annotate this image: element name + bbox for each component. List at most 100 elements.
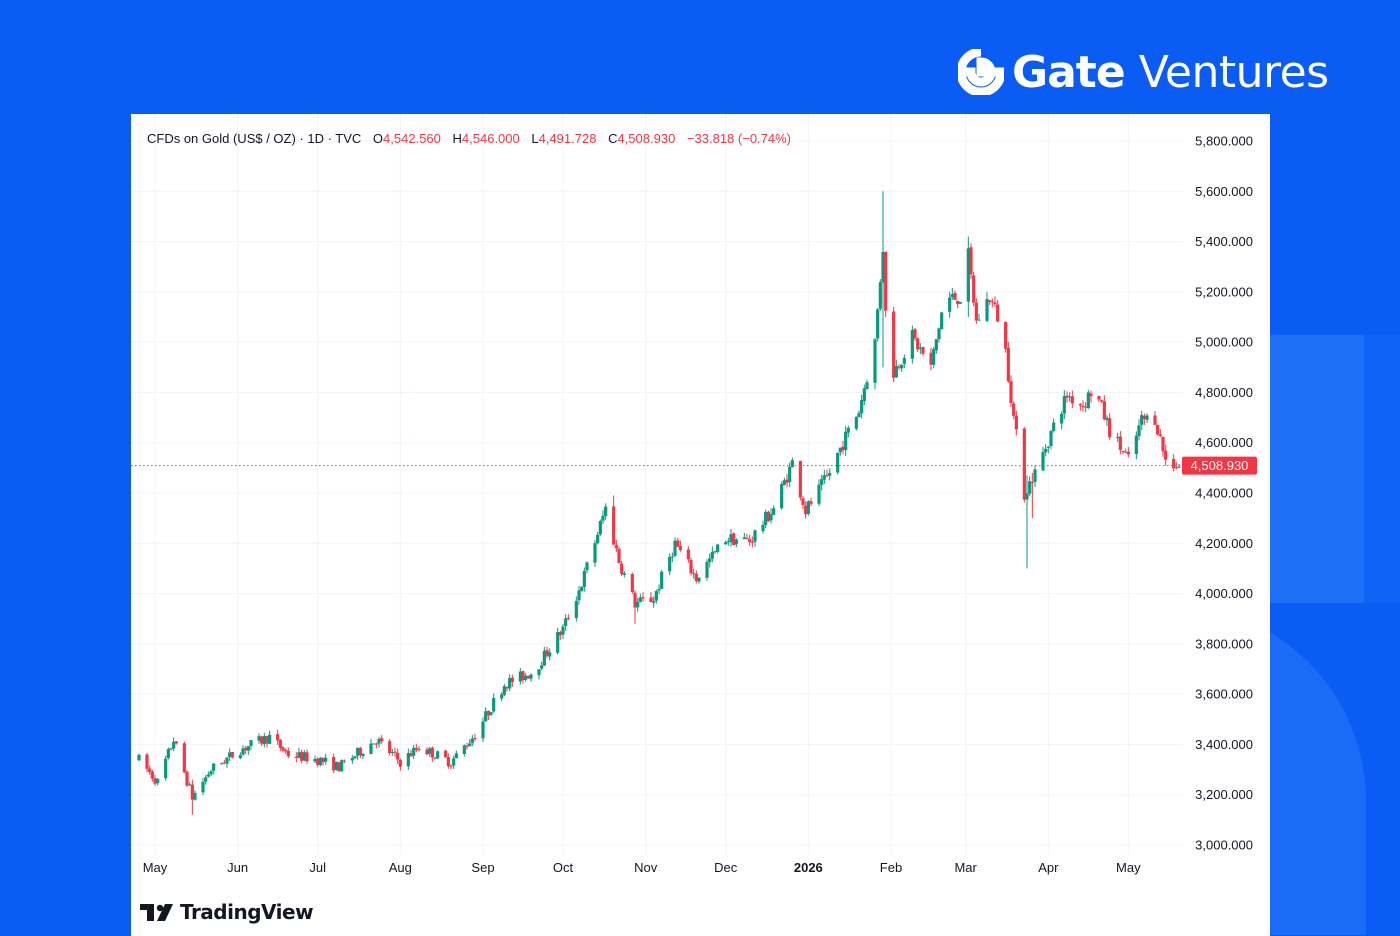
candle-up bbox=[268, 730, 272, 745]
candle-body bbox=[614, 544, 618, 549]
candle-body bbox=[790, 460, 794, 468]
candle-body bbox=[660, 571, 664, 589]
candle-body bbox=[729, 534, 733, 543]
candle-body bbox=[316, 758, 320, 765]
candle-body bbox=[454, 753, 458, 759]
candle-down bbox=[446, 753, 450, 769]
candle-body bbox=[244, 747, 248, 751]
candle-body bbox=[969, 247, 973, 275]
candle-body bbox=[1060, 413, 1064, 424]
candle-up bbox=[212, 763, 216, 775]
chart-panel[interactable]: 4,508.930 5,800.000 5,600.000 5,400.000 5,2… bbox=[131, 114, 1270, 936]
candle-body bbox=[414, 747, 418, 750]
candle-down bbox=[278, 738, 282, 752]
candle-body bbox=[169, 748, 173, 750]
candle-up bbox=[492, 693, 496, 713]
candle-body bbox=[1025, 493, 1029, 500]
candle-up bbox=[324, 753, 328, 765]
candle-down bbox=[185, 770, 189, 788]
candle-up bbox=[228, 748, 232, 762]
price-tick-label: 5,000.000 bbox=[1195, 335, 1253, 350]
candle-body bbox=[1153, 415, 1157, 425]
candle-body bbox=[766, 511, 770, 522]
candle-body bbox=[526, 675, 530, 679]
candle-body bbox=[556, 631, 560, 653]
candle-body bbox=[710, 551, 714, 559]
candle-up bbox=[204, 775, 208, 785]
candle-body bbox=[993, 302, 997, 305]
candle-body bbox=[182, 743, 186, 773]
candle-down bbox=[612, 495, 616, 546]
candle-up bbox=[302, 750, 306, 762]
candle-body bbox=[313, 758, 317, 762]
legend-low-label: L bbox=[531, 131, 539, 146]
gold-price-candlestick-chart[interactable]: 4,508.930 5,800.000 5,600.000 5,400.000 5,2… bbox=[131, 114, 1270, 936]
candle-down bbox=[804, 501, 808, 519]
candle-body bbox=[204, 777, 208, 782]
candle-body bbox=[641, 597, 645, 599]
candle-down bbox=[953, 290, 957, 301]
candle-body bbox=[361, 754, 365, 756]
candle-body bbox=[820, 479, 824, 485]
candle-body bbox=[241, 748, 245, 755]
candle-down bbox=[398, 758, 402, 771]
candle-body bbox=[828, 472, 832, 476]
candle-down bbox=[1084, 402, 1088, 413]
candle-down bbox=[265, 735, 269, 748]
candle-body bbox=[1070, 396, 1074, 404]
candle-body bbox=[668, 556, 672, 572]
time-tick-label: May bbox=[1116, 860, 1141, 875]
candle-up bbox=[726, 537, 730, 546]
candle-body bbox=[492, 697, 496, 712]
legend-symbol: CFDs on Gold (US$ / OZ) · 1D · TVC bbox=[147, 131, 362, 146]
gate-logo-icon bbox=[958, 49, 1004, 95]
candle-down bbox=[1161, 436, 1165, 457]
candle-down bbox=[617, 546, 621, 564]
candle-up bbox=[838, 447, 842, 456]
candle-up bbox=[598, 519, 602, 536]
price-tick-label: 5,400.000 bbox=[1195, 234, 1253, 249]
candle-up bbox=[481, 717, 485, 743]
candle-body bbox=[745, 538, 749, 540]
candle-body bbox=[1009, 381, 1013, 403]
candle-up bbox=[1028, 476, 1032, 496]
candle-up bbox=[500, 691, 504, 702]
candle-up bbox=[369, 738, 373, 755]
candle-body bbox=[1065, 395, 1069, 398]
time-tick-label: Dec bbox=[714, 860, 738, 875]
candle-up bbox=[966, 236, 970, 317]
candle-down bbox=[145, 753, 149, 773]
candle-down bbox=[1089, 390, 1093, 403]
candle-down bbox=[393, 747, 397, 758]
candle-up bbox=[164, 755, 168, 781]
candle-down bbox=[409, 749, 413, 757]
candle-down bbox=[1006, 341, 1010, 383]
candle-body bbox=[1086, 392, 1090, 409]
candle-up bbox=[502, 683, 506, 697]
time-tick-label: 2026 bbox=[794, 860, 823, 875]
candle-body bbox=[465, 745, 469, 747]
candle-up bbox=[1086, 389, 1090, 410]
tradingview-logo[interactable]: TradingView bbox=[140, 900, 314, 924]
candle-up bbox=[1134, 431, 1138, 460]
candle-down bbox=[414, 743, 418, 753]
candle-body bbox=[798, 460, 802, 498]
candle-down bbox=[1124, 448, 1128, 453]
candle-body bbox=[220, 763, 224, 765]
candle-down bbox=[1022, 426, 1026, 503]
price-tick-label: 5,200.000 bbox=[1195, 284, 1253, 299]
candle-down bbox=[913, 328, 917, 341]
candle-body bbox=[185, 771, 189, 786]
candle-up bbox=[238, 752, 242, 760]
legend-close-label: C bbox=[608, 131, 618, 146]
candle-body bbox=[542, 650, 546, 666]
candle-down bbox=[294, 752, 298, 763]
candle-up bbox=[937, 327, 941, 343]
candle-down bbox=[1142, 413, 1146, 426]
candle-body bbox=[910, 330, 914, 359]
candle-down bbox=[1158, 429, 1162, 438]
candle-up bbox=[249, 740, 253, 751]
price-tick-label: 3,000.000 bbox=[1195, 838, 1253, 853]
candle-down bbox=[686, 546, 690, 563]
candle-down bbox=[993, 296, 997, 308]
